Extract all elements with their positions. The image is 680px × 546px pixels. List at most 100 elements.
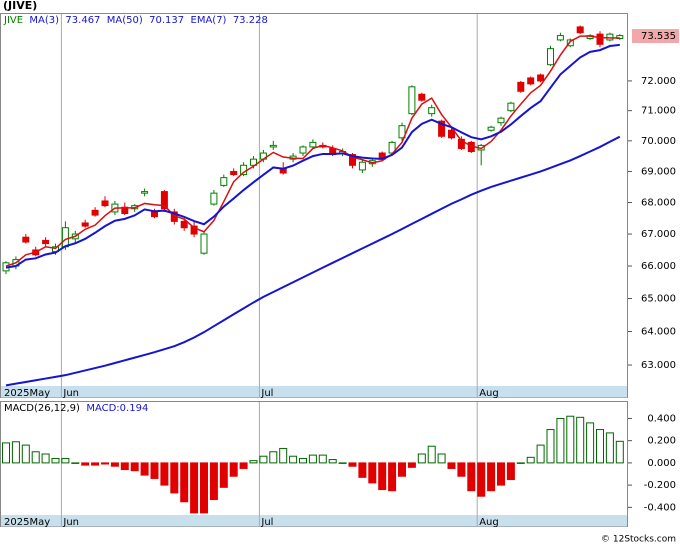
candle-body xyxy=(91,209,99,216)
macd-bar xyxy=(467,462,476,492)
macd-bar xyxy=(368,462,377,484)
candle-body xyxy=(517,81,525,92)
macd-bar xyxy=(170,462,179,494)
legend-name: MA(3) xyxy=(29,15,59,26)
candle-body xyxy=(61,227,69,248)
panel-frame xyxy=(0,13,628,398)
candle-body xyxy=(250,158,257,166)
candle-body xyxy=(101,200,109,207)
macd-bar xyxy=(526,456,535,464)
ma-line xyxy=(5,43,620,269)
macd-bar xyxy=(180,462,189,503)
candle-body xyxy=(616,35,624,39)
y-tick-label: -0.400 xyxy=(644,502,676,513)
macd-bar xyxy=(536,444,545,464)
y-tick-label: 65.000 xyxy=(641,294,676,305)
candle-body xyxy=(190,225,198,235)
legend-value: 73.467 xyxy=(65,15,100,26)
macd-bar xyxy=(576,416,585,464)
macd-bar xyxy=(91,462,100,466)
footer: © 12Stocks.com xyxy=(601,535,676,545)
candle-body xyxy=(438,120,446,137)
candle-body xyxy=(497,117,505,124)
y-tick-label: 68.000 xyxy=(641,198,676,209)
macd-bar xyxy=(61,457,70,464)
candle-body xyxy=(220,177,228,186)
candle-body xyxy=(349,154,356,166)
macd-bar xyxy=(249,460,258,464)
macd-bar xyxy=(338,462,347,464)
y-tick-label: 66.000 xyxy=(641,261,676,272)
axis-strip xyxy=(1,515,627,527)
candle-body xyxy=(210,192,218,205)
macd-bar xyxy=(605,432,614,464)
macd-bar xyxy=(348,462,357,467)
macd-bar xyxy=(2,442,10,464)
macd-bar xyxy=(566,415,575,464)
x-tick-label: Jun xyxy=(62,517,79,528)
last-price-box xyxy=(632,29,679,44)
candle-body xyxy=(576,26,584,34)
legend-name: JIVE xyxy=(3,15,23,26)
candle-body xyxy=(418,93,426,101)
y-tick-label: 70.000 xyxy=(641,136,676,147)
macd-bar xyxy=(71,462,80,464)
candle-body xyxy=(299,146,307,154)
x-tick-label: Aug xyxy=(479,517,499,528)
macd-bar xyxy=(200,462,208,514)
x-tick-label: 2025May xyxy=(4,517,50,528)
macd-bar xyxy=(150,462,159,479)
ma-line xyxy=(5,35,620,267)
macd-bar xyxy=(160,462,169,486)
macd-bar xyxy=(328,459,337,464)
macd-bar xyxy=(299,457,307,464)
legend-value: 73.228 xyxy=(233,15,268,26)
macd-bar xyxy=(289,455,298,464)
legend: JIVE MA(3) 73.467 MA(50) 70.137 EMA(7) 7… xyxy=(3,15,274,26)
candle-body xyxy=(428,107,436,115)
candle-body xyxy=(507,102,515,112)
candle-body xyxy=(180,220,188,229)
macd-bar xyxy=(417,453,426,464)
candle-body xyxy=(408,86,416,115)
macd-bar xyxy=(586,422,595,464)
macd-bar xyxy=(239,462,248,469)
macd-bar xyxy=(477,462,486,497)
candle-body xyxy=(160,191,168,210)
x-tick-label: Jul xyxy=(260,517,273,528)
macd-bar xyxy=(31,451,40,464)
last-price: 73.535 xyxy=(641,31,676,42)
candle-body xyxy=(547,48,554,66)
macd-bar xyxy=(11,441,20,464)
macd-bar xyxy=(457,462,466,477)
macd-bar xyxy=(447,462,456,469)
chart-title: (JIVE) xyxy=(3,0,37,12)
legend-value: 70.137 xyxy=(149,15,184,26)
macd-bar xyxy=(378,462,387,491)
macd-bar xyxy=(209,462,218,501)
macd-bar xyxy=(140,462,149,476)
macd-bar xyxy=(398,462,406,477)
macd-bar xyxy=(308,454,317,464)
candle-body xyxy=(200,233,208,254)
macd-bar xyxy=(81,462,90,466)
candle-body xyxy=(566,39,574,47)
y-tick-label: 72.000 xyxy=(641,76,676,87)
y-tick-label: -0.200 xyxy=(644,480,676,491)
y-tick-label: 0.400 xyxy=(647,413,676,424)
candle-body xyxy=(487,126,495,131)
macd-bar xyxy=(101,462,109,465)
macd-bar xyxy=(506,462,515,481)
candle-body xyxy=(42,239,50,245)
macd-bar xyxy=(219,462,228,488)
macd-bar xyxy=(497,462,505,486)
y-tick-label: 67.000 xyxy=(641,229,676,240)
macd-bar xyxy=(269,451,278,464)
macd-bar xyxy=(279,447,288,464)
candle-body xyxy=(230,170,238,176)
macd-bar xyxy=(259,455,268,464)
candle-body xyxy=(537,74,545,82)
candle-body xyxy=(309,141,317,148)
